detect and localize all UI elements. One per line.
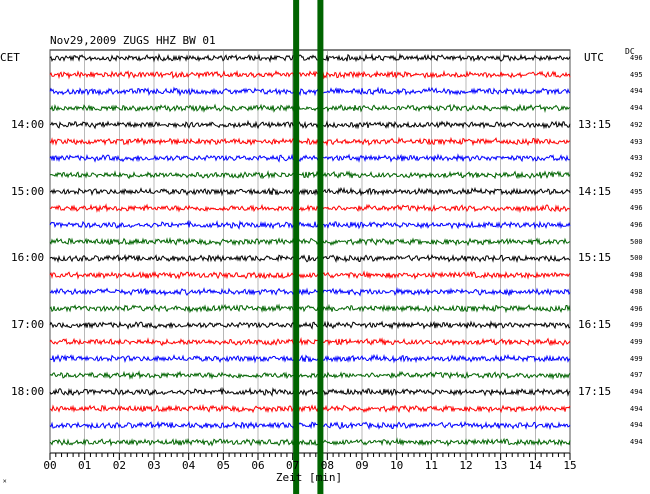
dc-value-label: 492 bbox=[630, 120, 643, 129]
dc-value-label: 494 bbox=[630, 388, 643, 396]
right-timezone-label: UTC bbox=[584, 51, 604, 64]
dc-value-label: 494 bbox=[630, 404, 643, 413]
seismic-trace bbox=[49, 153, 571, 163]
dc-value-label: 498 bbox=[630, 271, 643, 280]
x-tick-label: 13 bbox=[494, 459, 508, 472]
right-time-label: 16:15 bbox=[578, 318, 612, 332]
seismic-trace bbox=[49, 337, 571, 347]
dc-value-label: 499 bbox=[630, 321, 643, 330]
x-tick-label: 05 bbox=[216, 459, 230, 472]
x-tick-label: 08 bbox=[320, 459, 334, 472]
seismic-trace bbox=[49, 136, 571, 147]
seismic-trace bbox=[49, 236, 571, 247]
right-time-label: 15:15 bbox=[578, 251, 612, 265]
x-tick-label: 11 bbox=[424, 459, 438, 472]
x-tick-label: 04 bbox=[182, 459, 196, 472]
left-timezone-label: CET bbox=[0, 51, 20, 64]
x-tick-label: 07 bbox=[286, 459, 300, 472]
seismic-trace bbox=[49, 386, 571, 397]
dc-value-label: 493 bbox=[630, 137, 643, 146]
dc-value-label: 497 bbox=[630, 371, 643, 380]
x-axis-title: Zeit [min] bbox=[275, 471, 343, 484]
x-tick-label: 15 bbox=[563, 459, 577, 472]
seismic-trace bbox=[49, 403, 571, 414]
dc-value-label: 500 bbox=[630, 237, 643, 246]
dc-value-label: 496 bbox=[630, 304, 643, 313]
x-tick-label: 03 bbox=[147, 459, 161, 472]
dc-value-label: 493 bbox=[630, 154, 643, 163]
seismic-trace bbox=[49, 303, 571, 314]
seismic-trace bbox=[49, 353, 571, 364]
seismic-trace bbox=[49, 203, 571, 214]
dc-value-label: 495 bbox=[630, 70, 643, 79]
dc-column-label: DC bbox=[625, 47, 635, 56]
x-tick-label: 02 bbox=[112, 459, 126, 472]
dc-value-label: 496 bbox=[630, 221, 643, 229]
x-tick-label: 00 bbox=[43, 459, 57, 472]
dc-value-label: 496 bbox=[630, 54, 643, 62]
dc-value-label: 492 bbox=[630, 170, 643, 179]
dc-value-label: 499 bbox=[630, 337, 643, 346]
dc-value-label: 499 bbox=[630, 354, 643, 363]
right-time-label: 14:15 bbox=[578, 184, 612, 198]
x-tick-label: 14 bbox=[528, 459, 542, 472]
seismic-trace bbox=[49, 370, 571, 381]
dc-value-label: 498 bbox=[630, 287, 643, 296]
dc-value-label: 500 bbox=[630, 254, 643, 263]
dc-value-label: 494 bbox=[630, 438, 643, 447]
seismic-trace bbox=[49, 86, 571, 97]
seismic-trace bbox=[49, 253, 571, 264]
seismic-trace bbox=[49, 270, 571, 280]
seismic-trace bbox=[49, 286, 571, 297]
x-tick-label: 06 bbox=[251, 459, 265, 472]
x-tick-label: 12 bbox=[459, 459, 473, 472]
right-time-label: 17:15 bbox=[578, 385, 612, 398]
left-time-label: 16:00 bbox=[11, 251, 45, 265]
seismic-trace bbox=[49, 170, 571, 180]
seismic-trace bbox=[49, 119, 571, 130]
left-time-label: 18:00 bbox=[11, 385, 45, 398]
seismic-trace bbox=[49, 437, 571, 447]
left-time-label: 17:00 bbox=[11, 318, 45, 332]
x-tick-label: 10 bbox=[390, 459, 404, 472]
dc-value-label: 494 bbox=[630, 87, 643, 96]
x-tick-label: 01 bbox=[78, 459, 92, 472]
dc-value-label: 494 bbox=[630, 104, 643, 113]
seismic-trace bbox=[49, 186, 571, 197]
dc-value-label: 496 bbox=[630, 204, 643, 213]
plot-frame bbox=[49, 49, 571, 454]
seismic-trace bbox=[49, 69, 571, 80]
seismic-trace bbox=[49, 53, 571, 63]
left-time-label: 15:00 bbox=[11, 184, 45, 198]
seismic-trace bbox=[49, 103, 571, 113]
right-time-label: 13:15 bbox=[578, 117, 612, 131]
seismic-trace bbox=[49, 219, 571, 230]
seismic-trace bbox=[49, 320, 571, 330]
corner-mark: ˟ bbox=[3, 479, 7, 489]
x-tick-label: 09 bbox=[355, 459, 369, 472]
left-time-label: 14:00 bbox=[11, 117, 45, 131]
seismic-trace bbox=[49, 420, 571, 431]
dc-value-label: 495 bbox=[630, 187, 643, 196]
dc-value-label: 494 bbox=[630, 421, 643, 430]
chart-title: Nov29,2009 ZUGS HHZ BW 01 bbox=[50, 34, 216, 47]
